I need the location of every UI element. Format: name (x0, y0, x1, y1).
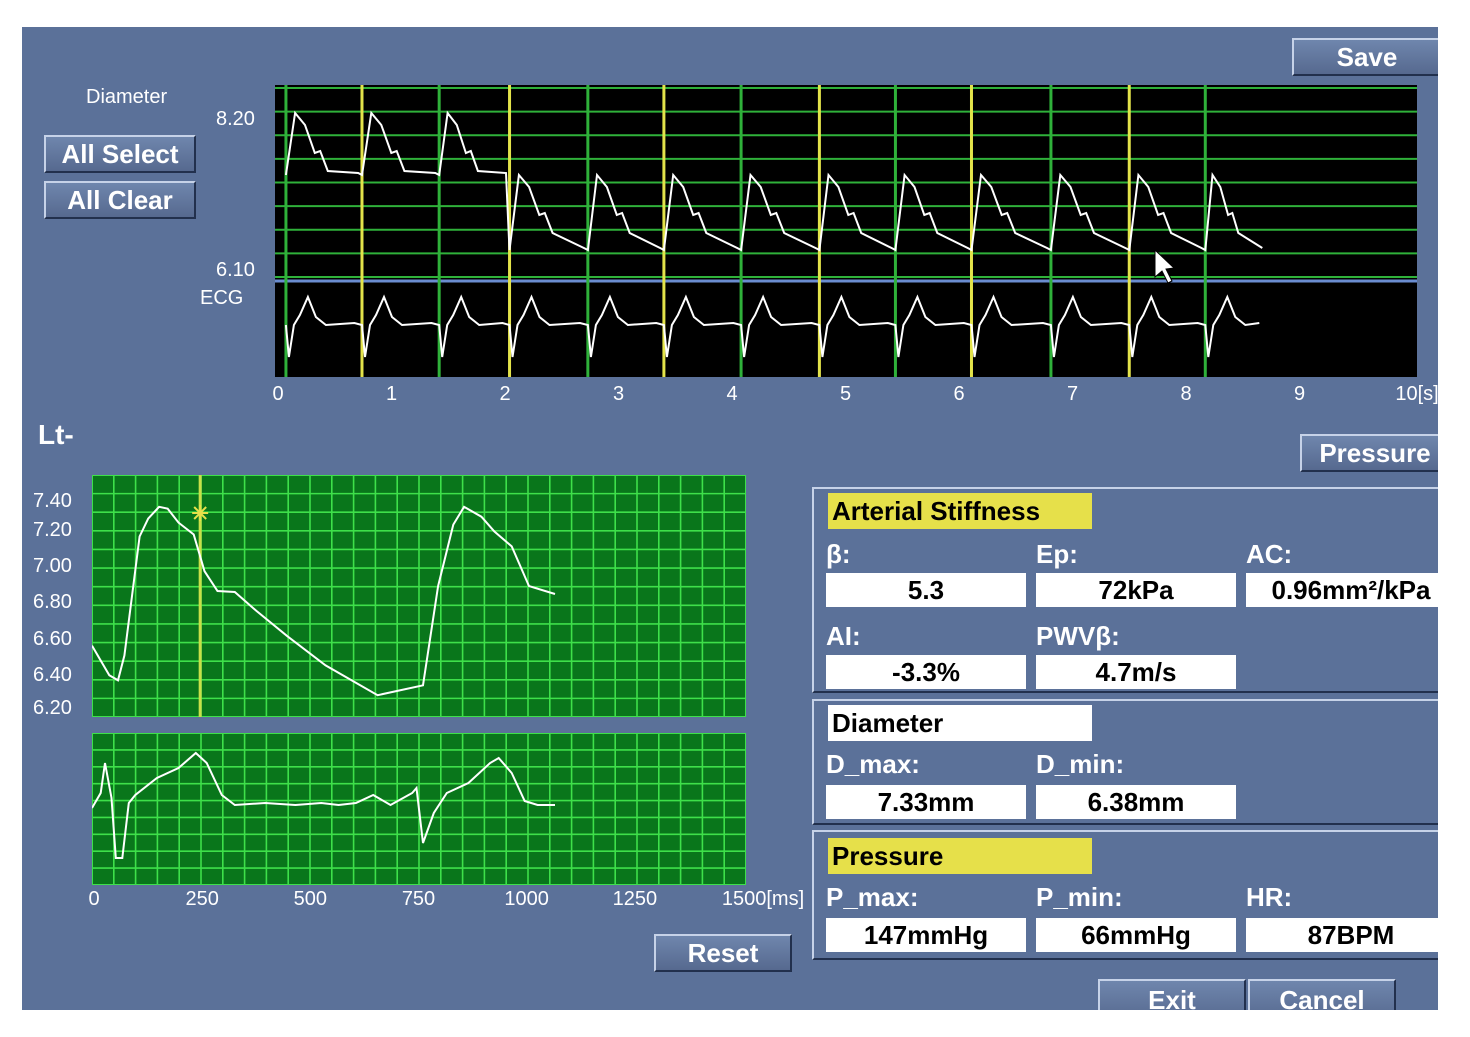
reset-button[interactable]: Reset (654, 934, 792, 972)
time-axis-tick-label: 9 (1293, 383, 1306, 405)
ai-label: AI: (826, 621, 861, 651)
diameter-y-tick-label: 6.40 (33, 664, 72, 686)
diameter-y-tick-label: 7.20 (33, 519, 72, 541)
save-button[interactable]: Save (1292, 38, 1438, 76)
d-min-label: D_min: (1036, 749, 1125, 779)
time-axis-tick-label: 2 (499, 383, 511, 405)
time-axis-tick-label: 3 (612, 383, 625, 405)
ep-value: 72kPa (1036, 573, 1236, 607)
beta-value: 5.3 (826, 573, 1026, 607)
diameter-y-tick-label: 7.00 (33, 555, 72, 577)
averaged-diameter-waveform[interactable] (92, 475, 746, 717)
cancel-button[interactable]: Cancel (1248, 979, 1396, 1010)
diameter-ecg-trace-panel[interactable] (275, 85, 1417, 377)
diameter-y-tick-label: 6.60 (33, 628, 72, 650)
time-ms-tick-label: 500 (293, 888, 328, 910)
diameter-trace-label: Diameter (86, 86, 168, 108)
ecg-trace-label: ECG (200, 287, 244, 309)
arterial-stiffness-title: Arterial Stiffness (828, 493, 1092, 529)
diameter-panel: Diameter D_max: D_min: 7.33mm 6.38mm (812, 699, 1438, 825)
time-axis-tick-label: 4 (726, 383, 738, 405)
time-ms-tick-label: 1000 (504, 888, 549, 910)
d-max-label: D_max: (826, 749, 920, 779)
all-select-button[interactable]: All Select (44, 135, 196, 173)
hr-value: 87BPM (1246, 918, 1438, 952)
time-axis-tick-label: 5 (839, 383, 852, 405)
pressure-title: Pressure (828, 838, 1092, 874)
time-axis-tick-label: 1 (385, 383, 398, 405)
beta-label: β: (826, 539, 851, 569)
diameter-trace-line (284, 110, 1263, 252)
p-max-label: P_max: (826, 882, 919, 912)
averaged-ecg-line (92, 751, 555, 859)
mouse-pointer-icon (1154, 248, 1176, 284)
pwv-beta-label: PWVβ: (1036, 621, 1120, 651)
diameter-y-min-label: 6.10 (216, 259, 255, 281)
d-min-value: 6.38mm (1036, 785, 1236, 819)
pwv-beta-value: 4.7m/s (1036, 655, 1236, 689)
diameter-y-tick-label: 7.40 (33, 490, 72, 512)
diameter-y-tick-label: 6.80 (33, 591, 72, 613)
side-label: Lt- (38, 419, 74, 450)
p-min-label: P_min: (1036, 882, 1123, 912)
time-axis-tick-label: 7 (1066, 383, 1079, 405)
time-ms-tick-label: 250 (185, 888, 219, 910)
time-ms-tick-label: 0 (88, 888, 100, 910)
time-axis-tick-label: 10[s] (1395, 383, 1438, 405)
trace-background (275, 85, 1417, 377)
diameter-y-tick-label: 6.20 (33, 697, 72, 719)
hr-label: HR: (1246, 882, 1293, 912)
ultrasound-analysis-screen: Save Diameter ECG 8.20 6.10 All Select A… (22, 27, 1438, 1010)
pressure-panel: Pressure P_max: P_min: HR: 147mmHg 66mmH… (812, 830, 1438, 960)
diameter-title: Diameter (828, 705, 1092, 741)
averaged-diameter-line (92, 505, 556, 697)
time-axis-tick-label: 0 (272, 383, 284, 405)
ep-label: Ep: (1036, 539, 1078, 569)
ai-value: -3.3% (826, 655, 1026, 689)
ecg-trace-line (284, 294, 1260, 358)
all-clear-button[interactable]: All Clear (44, 181, 196, 219)
time-axis-tick-label: 8 (1180, 383, 1192, 405)
p-min-value: 66mmHg (1036, 918, 1236, 952)
d-max-value: 7.33mm (826, 785, 1026, 819)
ac-value: 0.96mm²/kPa (1246, 573, 1438, 607)
time-ms-tick-label: 1500[ms] (721, 888, 805, 910)
pressure-button[interactable]: Pressure (1300, 434, 1438, 472)
peak-marker-icon (192, 505, 209, 521)
time-ms-tick-label: 750 (401, 888, 436, 910)
averaged-ecg-waveform[interactable] (92, 733, 746, 885)
ac-label: AC: (1246, 539, 1293, 569)
time-ms-tick-label: 1250 (612, 888, 658, 910)
time-axis-tick-label: 6 (953, 383, 965, 405)
exit-button[interactable]: Exit (1098, 979, 1246, 1010)
p-max-value: 147mmHg (826, 918, 1026, 952)
arterial-stiffness-panel: Arterial Stiffness β: Ep: AC: 5.3 72kPa … (812, 487, 1438, 693)
diameter-y-max-label: 8.20 (216, 108, 255, 130)
